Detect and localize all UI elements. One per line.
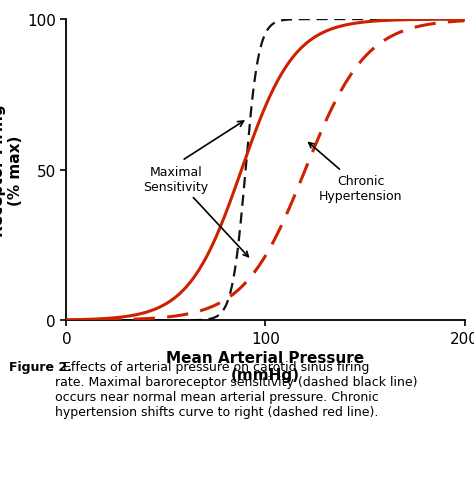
Y-axis label: Receptor Firing
(% max): Receptor Firing (% max) [0, 104, 23, 236]
Text: Chronic
Hypertension: Chronic Hypertension [309, 143, 403, 202]
X-axis label: Mean Arterial Pressure
(mmHg): Mean Arterial Pressure (mmHg) [166, 350, 365, 382]
Text: Effects of arterial pressure on carotid sinus firing
rate. Maximal baroreceptor : Effects of arterial pressure on carotid … [55, 361, 417, 419]
Text: Figure 2.: Figure 2. [9, 361, 73, 374]
Text: Maximal
Sensitivity: Maximal Sensitivity [143, 165, 248, 257]
